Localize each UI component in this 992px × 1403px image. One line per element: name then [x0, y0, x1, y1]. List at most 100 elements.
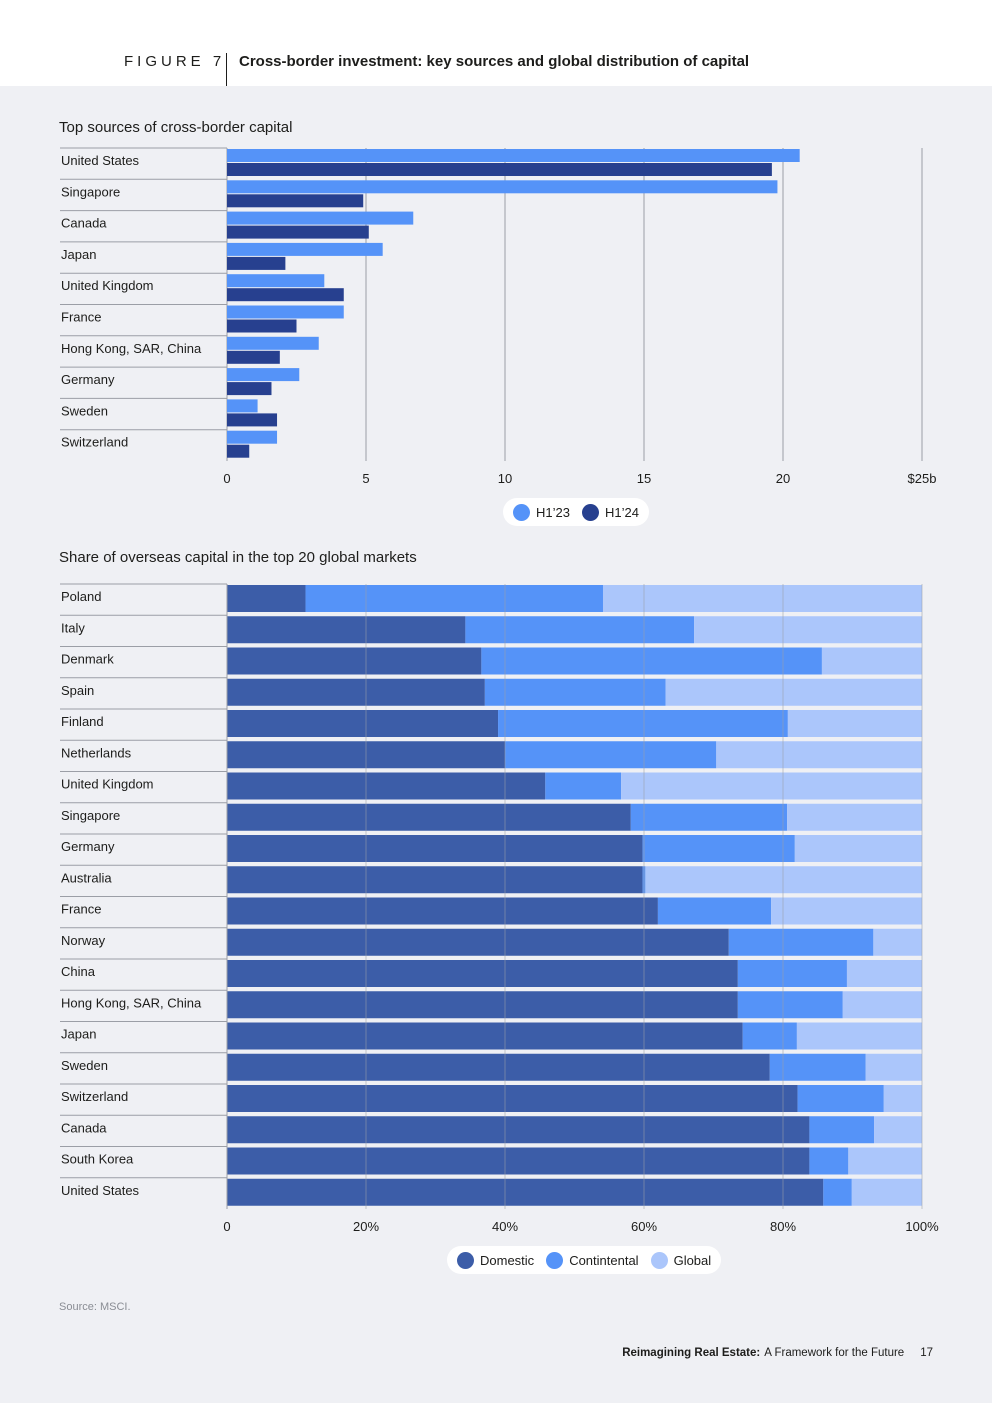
chart2-title: Share of overseas capital in the top 20 … — [59, 549, 417, 566]
chart2-bar-canada-global — [874, 1116, 922, 1144]
chart2-bar-germany-domestic — [227, 835, 643, 862]
chart2-category-label: United Kingdom — [61, 777, 154, 792]
chart2-bar-united-kingdom-domestic — [227, 772, 546, 800]
chart2-category-label: Sweden — [61, 1058, 108, 1073]
chart1-xtick-label: 5 — [362, 471, 369, 486]
header-band — [0, 0, 992, 86]
chart2-bar-finland-continental — [498, 710, 788, 737]
chart1-bar-singapore-h1-24 — [227, 194, 364, 208]
chart2-category-label: Norway — [61, 933, 106, 948]
chart2-bar-australia-global — [645, 866, 922, 894]
chart2-category-label: France — [61, 902, 101, 917]
chart1-bar-singapore-h1-23 — [227, 180, 778, 194]
chart2-bar-sweden-continental — [769, 1053, 866, 1081]
chart2-bar-china-domestic — [227, 960, 738, 987]
chart2-bar-france-continental — [657, 897, 772, 925]
chart2-svg: Poland Italy Denmark Spain Finland Netherland… — [60, 583, 939, 1234]
chart2-bar-finland-domestic — [227, 710, 499, 737]
chart1-category-label: Germany — [61, 372, 115, 387]
chart2-category-label: Denmark — [61, 652, 114, 667]
chart2-category-label: South Korea — [61, 1152, 134, 1167]
chart2-bar-china-global — [846, 960, 922, 987]
chart2-bar-australia-domestic — [227, 866, 643, 894]
chart2-bar-sweden-domestic — [227, 1053, 770, 1081]
legend-item-global: Global — [650, 1251, 711, 1269]
chart2-bar-hong-kong-sar-china-global — [842, 991, 922, 1019]
chart2-bar-germany-global — [794, 835, 922, 862]
chart2-bar-spain-continental — [484, 678, 666, 706]
chart1-category-label: Switzerland — [61, 435, 128, 450]
chart2-bar-norway-domestic — [227, 928, 729, 956]
chart2-bar-united-kingdom-continental — [545, 772, 622, 800]
chart1-bar-united-states-h1-24 — [227, 163, 772, 176]
legend-dot-h1-23 — [513, 503, 530, 521]
legend-item-h1-23: H1’23 — [513, 503, 570, 521]
chart2-category-label: United States — [61, 1183, 140, 1198]
chart1-bar-germany-h1-23 — [227, 368, 300, 382]
chart2-bar-singapore-continental — [630, 803, 788, 831]
chart2-xtick-label: 0 — [223, 1219, 230, 1234]
page-footer: Reimagining Real Estate: A Framework for… — [622, 1347, 933, 1359]
chart2-bar-hong-kong-sar-china-domestic — [227, 991, 738, 1019]
chart2-category-label: Italy — [61, 620, 85, 635]
chart2-category-label: Switzerland — [61, 1089, 128, 1104]
chart2-category-label: Netherlands — [61, 745, 132, 760]
page-number: 17 — [920, 1347, 933, 1359]
legend-label-domestic: Domestic — [480, 1252, 535, 1268]
chart2-bar-united-states-domestic — [227, 1178, 824, 1206]
chart2-bar-poland-global — [602, 585, 922, 612]
source-text: MSCI. — [99, 1301, 131, 1313]
chart1-bar-united-kingdom-h1-23 — [227, 274, 325, 288]
chart2-category-label: Japan — [61, 1027, 96, 1042]
chart1-bar-france-h1-23 — [227, 305, 344, 319]
chart2-bar-finland-global — [787, 710, 922, 737]
footer-report-subtitle: A Framework for the Future — [764, 1347, 905, 1359]
chart1-bar-sweden-h1-24 — [227, 413, 278, 427]
chart2-bar-france-global — [771, 897, 922, 925]
chart2-bar-denmark-global — [821, 647, 922, 675]
source-note: Source: MSCI. — [59, 1301, 131, 1313]
chart1-category-label: United Kingdom — [61, 278, 154, 293]
chart1-category-label: Canada — [61, 216, 107, 231]
chart1-category-label: United States — [61, 153, 140, 168]
legend-label-h1-23: H1’23 — [536, 504, 570, 520]
chart2-xtick-label: 20% — [353, 1219, 379, 1234]
chart1-legend: H1’23 H1’24 — [503, 498, 649, 526]
chart2-category-label: Poland — [61, 589, 101, 604]
chart2-bar-norway-global — [873, 928, 922, 956]
chart2-bar-spain-domestic — [227, 678, 485, 706]
legend-dot-global — [650, 1251, 668, 1269]
chart2-bar-china-continental — [737, 960, 847, 987]
chart2-bar-sweden-global — [865, 1053, 922, 1081]
figure-separator — [226, 53, 227, 86]
chart1-bar-switzerland-h1-24 — [227, 444, 250, 458]
chart1-category-label: Hong Kong, SAR, China — [61, 341, 202, 356]
chart2-xtick-label: 100% — [905, 1219, 939, 1234]
chart1-bar-japan-h1-23 — [227, 242, 383, 256]
chart2-bar-singapore-domestic — [227, 803, 631, 831]
chart1-bar-france-h1-24 — [227, 319, 297, 333]
chart1-bar-japan-h1-24 — [227, 256, 286, 270]
chart1-svg: 0 5 10 15 20 $25b United States Singapore Canada… — [60, 147, 936, 486]
source-label: Source: — [59, 1301, 97, 1313]
chart2-category-label: Singapore — [61, 808, 120, 823]
chart1-category-label: Singapore — [61, 184, 120, 199]
chart2-bar-canada-domestic — [227, 1116, 810, 1144]
chart1-xtick-label: 0 — [223, 471, 230, 486]
chart1-bar-switzerland-h1-23 — [227, 430, 278, 444]
chart2-category-label: Germany — [61, 839, 115, 854]
chart1-bar-germany-h1-24 — [227, 382, 272, 396]
chart2-bar-italy-global — [694, 616, 922, 644]
chart2-legend: Domestic Contintental Global — [447, 1246, 722, 1274]
chart2-category-label: Australia — [61, 870, 112, 885]
chart2-bar-italy-continental — [465, 616, 695, 644]
chart2-xtick-label: 60% — [631, 1219, 657, 1234]
figure-title: Cross-border investment: key sources and… — [239, 53, 750, 70]
chart2-bar-japan-domestic — [227, 1022, 743, 1050]
chart1-bar-sweden-h1-23 — [227, 399, 258, 413]
chart2-bar-canada-continental — [809, 1116, 875, 1144]
chart2-bar-italy-domestic — [227, 616, 466, 644]
chart2-bar-singapore-global — [787, 803, 922, 831]
chart1-xtick-label: 15 — [637, 471, 651, 486]
chart2-bar-france-domestic — [227, 897, 658, 925]
